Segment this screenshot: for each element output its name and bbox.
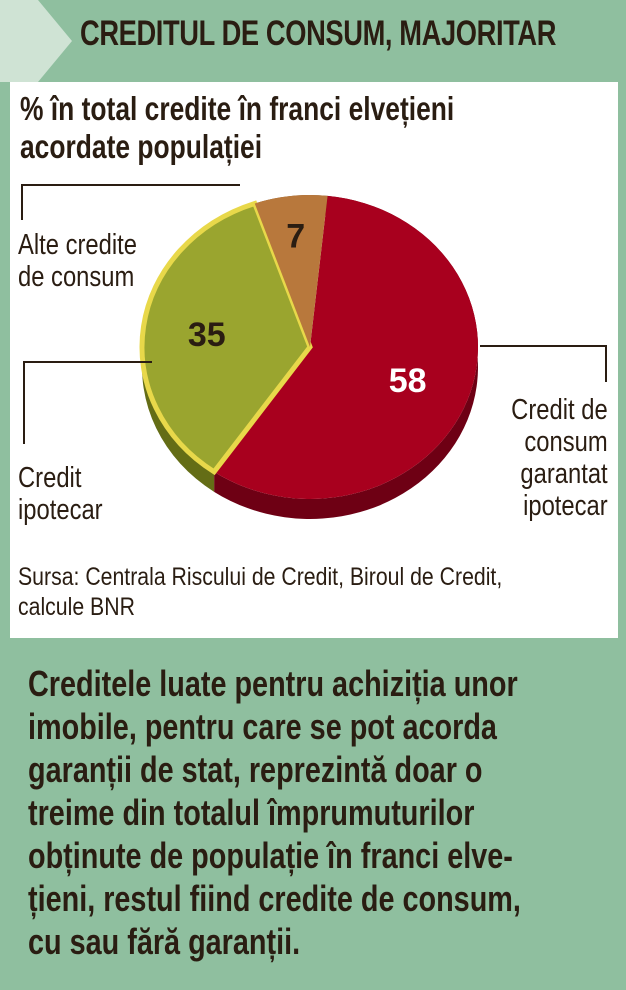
label-line: ipotecar bbox=[18, 494, 103, 526]
chart-source: Sursa: Centrala Riscului de Credit, Biro… bbox=[18, 562, 502, 622]
slice-mortgage bbox=[139, 200, 313, 476]
chart-subtitle: % în total credite în franci elvețieni a… bbox=[20, 90, 492, 166]
pie-values-group: 58 35 7 bbox=[188, 217, 427, 400]
pie-chart: 58 35 7 bbox=[21, 184, 607, 519]
leader-line-secured bbox=[480, 345, 607, 382]
slice-other-consumer-value: 7 bbox=[286, 217, 305, 255]
chart-panel: % în total credite în franci elvețieni a… bbox=[10, 82, 618, 638]
article-text: Creditele luate pentru achiziția unor im… bbox=[28, 662, 604, 963]
slice-mortgage-value: 35 bbox=[188, 316, 226, 354]
label-line: garantat bbox=[520, 458, 608, 490]
label-line: Credit bbox=[18, 462, 82, 494]
article-line: Creditele luate pentru achiziția unor bbox=[28, 663, 518, 704]
article-line: garanții de stat, reprezintă doar o bbox=[28, 749, 483, 790]
chart-subtitle-line: % în total credite în franci elvețieni bbox=[20, 90, 455, 127]
header-bar: CREDITUL DE CONSUM, MAJORITAR bbox=[0, 0, 626, 82]
leader-lines-group bbox=[21, 184, 607, 444]
article-line: imobile, pentru care se pot acorda bbox=[28, 706, 497, 747]
slice-secured-consumer bbox=[214, 195, 479, 499]
slice-secured-consumer-side bbox=[214, 195, 479, 519]
label-line: consum bbox=[524, 426, 608, 458]
article-line: treime din totalul împrumuturilor bbox=[28, 792, 475, 833]
pie-top-group bbox=[139, 195, 479, 499]
label-mortgage: Credit ipotecar bbox=[18, 462, 103, 526]
header-title: CREDITUL DE CONSUM, MAJORITAR bbox=[80, 14, 557, 53]
article-line: obținute de populație în franci elve- bbox=[28, 835, 513, 876]
slice-other-consumer bbox=[254, 195, 328, 347]
leader-line-other bbox=[21, 184, 240, 220]
article-line: țieni, restul fiind credite de consum, bbox=[28, 878, 521, 919]
label-secured-consumer: Credit de consum garantat ipotecar bbox=[512, 394, 608, 522]
source-line: Sursa: Centrala Riscului de Credit, Biro… bbox=[18, 563, 503, 591]
header-arrow-icon bbox=[0, 0, 72, 82]
label-line: Credit de bbox=[511, 394, 608, 426]
label-line: de consum bbox=[18, 261, 135, 293]
slice-secured-consumer-value: 58 bbox=[389, 362, 427, 400]
leader-line-mortgage bbox=[23, 361, 152, 444]
article-line: cu sau fără garanții. bbox=[28, 921, 301, 962]
label-other-consumer: Alte credite de consum bbox=[18, 229, 137, 293]
chart-subtitle-line: acordate populației bbox=[20, 128, 263, 165]
label-line: ipotecar bbox=[523, 490, 608, 522]
label-line: Alte credite bbox=[18, 229, 137, 261]
source-line: calcule BNR bbox=[18, 593, 135, 621]
